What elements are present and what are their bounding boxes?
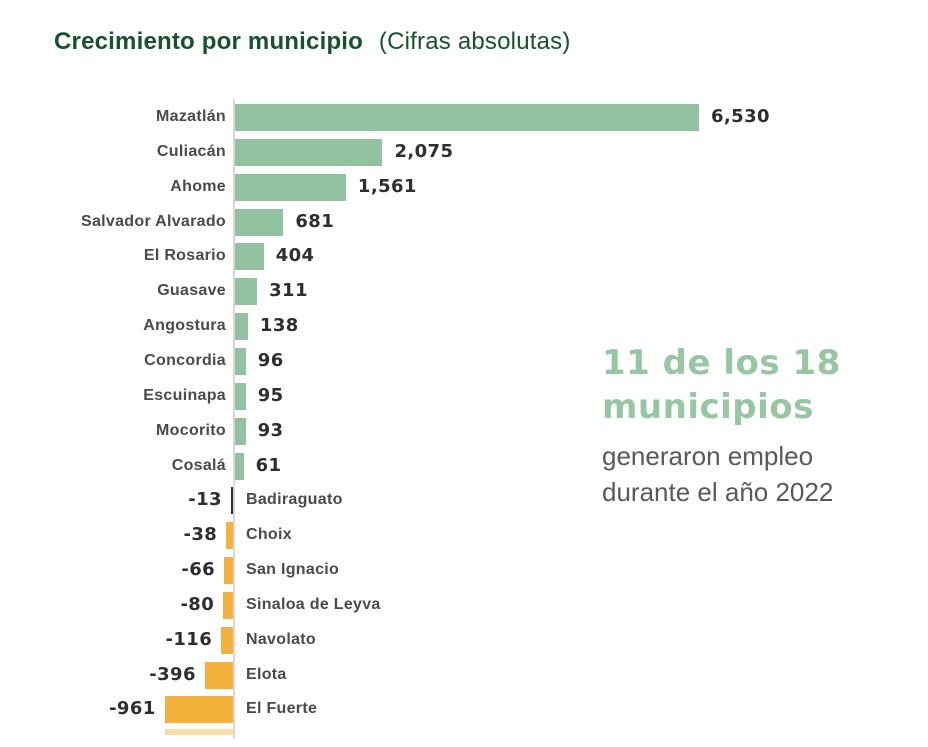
bar-badiraguato: [231, 487, 233, 515]
category-label: Salvador Alvarado: [80, 212, 226, 230]
bar-row-culiacan: Culiacán 2,075: [0, 135, 928, 170]
value-label: -961: [109, 698, 156, 720]
bar-angostura: [235, 313, 248, 341]
value-label: -396: [149, 663, 196, 685]
bar-el-fuerte: [164, 696, 233, 724]
annotation-headline: 11 de los 18 municipios: [602, 341, 902, 429]
value-label: 95: [257, 384, 284, 406]
annotation-body-line1: generaron empleo: [602, 441, 814, 471]
page-title-suffix: (Cifras absolutas): [378, 28, 571, 55]
bar-guasave: [235, 278, 258, 306]
value-label: 2,075: [394, 140, 454, 162]
bar-row-sinaloa-de-leyva: Sinaloa de Leyva -80: [0, 588, 928, 623]
bar-choix: [226, 522, 234, 550]
value-label: 96: [257, 349, 284, 371]
value-label: 61: [255, 454, 282, 476]
bar-row-el-fuerte: El Fuerte -961: [0, 692, 928, 736]
annotation-callout: 11 de los 18 municipios generaron empleo…: [602, 341, 902, 510]
bar-sinaloa-de-leyva: [223, 591, 233, 619]
bar-row-guasave: Guasave 311: [0, 274, 928, 309]
category-label: San Ignacio: [246, 561, 340, 579]
value-label: -13: [188, 489, 222, 511]
bar-navolato: [221, 626, 233, 654]
bar-row-concordia: Concordia 96: [0, 344, 928, 379]
bar-row-ahome: Ahome 1,561: [0, 170, 928, 205]
category-label: Escuinapa: [143, 386, 226, 404]
bar-cosala: [235, 452, 244, 480]
category-label: Navolato: [246, 630, 316, 648]
category-label: Concordia: [144, 351, 226, 369]
bar-row-badiraguato: Badiraguato -13: [0, 483, 928, 518]
bar-row-escuinapa: Escuinapa 95: [0, 379, 928, 414]
bar-culiacan: [235, 138, 383, 166]
bar-elota: [204, 661, 233, 689]
category-label: Guasave: [157, 282, 226, 300]
value-label: -66: [181, 559, 216, 581]
category-label: El Rosario: [143, 247, 226, 265]
category-label: Angostura: [143, 317, 226, 335]
category-label: El Fuerte: [246, 700, 318, 718]
value-label: 311: [269, 280, 308, 302]
bar-salvador-alvarado: [235, 208, 284, 236]
bar-row-salvador-alvarado: Salvador Alvarado 681: [0, 205, 928, 240]
value-label: -38: [183, 524, 218, 546]
bar-shadow-artifact: [164, 729, 233, 736]
value-label: 138: [259, 315, 299, 337]
category-label: Mazatlán: [156, 108, 226, 125]
category-label: Ahome: [170, 177, 226, 195]
bar-mocorito: [235, 417, 246, 445]
bar-concordia: [235, 347, 246, 375]
category-label: Elota: [246, 665, 287, 683]
bar-el-rosario: [235, 243, 264, 271]
category-label: Sinaloa de Leyva: [246, 595, 381, 613]
value-label: -80: [180, 593, 215, 615]
value-label: 6,530: [711, 106, 770, 127]
bar-row-san-ignacio: San Ignacio -66: [0, 553, 928, 588]
zero-axis-line: [233, 99, 235, 739]
category-label: Badiraguato: [246, 491, 343, 509]
annotation-headline-line1: 11 de los 18: [602, 343, 841, 383]
bar-row-navolato: Navolato -116: [0, 623, 928, 658]
bar-mazatlan: [235, 104, 699, 131]
bar-row-mazatlan: Mazatlán 6,530: [0, 100, 928, 135]
value-label: 404: [275, 245, 315, 267]
annotation-headline-line2: municipios: [602, 387, 814, 427]
bar-san-ignacio: [224, 557, 233, 585]
category-label: Cosalá: [171, 456, 226, 474]
value-label: 93: [257, 419, 284, 441]
bar-row-angostura: Angostura 138: [0, 309, 928, 344]
annotation-body: generaron empleo durante el año 2022: [602, 438, 902, 510]
page-title: Crecimiento por municipio (Cifras absolu…: [54, 27, 571, 57]
bar-row-el-rosario: El Rosario 404: [0, 239, 928, 274]
bar-row-cosala: Cosalá 61: [0, 449, 928, 484]
bar-row-elota: Elota -396: [0, 658, 928, 693]
bar-ahome: [235, 173, 346, 201]
page-title-main: Crecimiento por municipio: [54, 28, 364, 55]
bar-row-mocorito: Mocorito 93: [0, 414, 928, 449]
category-label: Choix: [246, 526, 292, 544]
value-label: -116: [165, 628, 213, 650]
value-label: 681: [295, 210, 335, 232]
annotation-body-line2: durante el año 2022: [602, 477, 834, 507]
category-label: Culiacán: [156, 142, 226, 160]
bar-escuinapa: [235, 382, 246, 410]
value-label: 1,561: [357, 175, 417, 197]
category-label: Mocorito: [156, 421, 226, 439]
bar-row-choix: Choix -38: [0, 518, 928, 553]
